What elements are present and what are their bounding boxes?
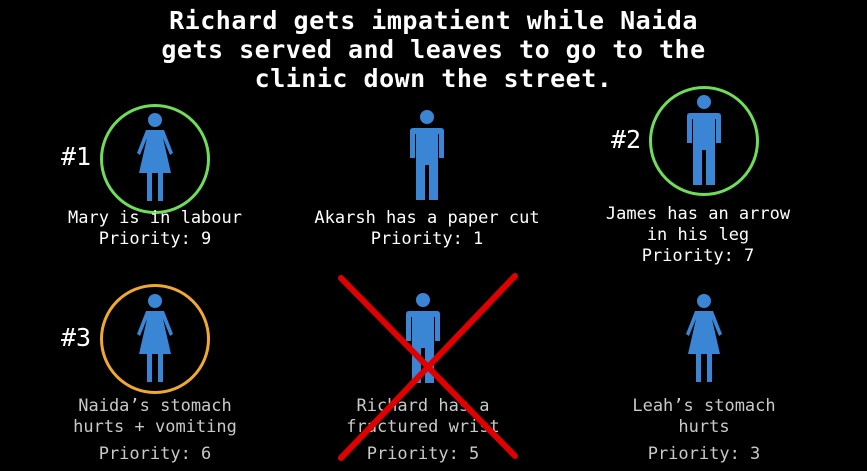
- patient-priority: Priority: 3: [647, 444, 761, 464]
- headline-line-1: Richard gets impatient while Naida: [169, 6, 698, 35]
- patient-label: Akarsh has a paper cut Priority: 1: [296, 208, 558, 250]
- patient-condition: Naida’s stomach: [78, 396, 232, 416]
- patient-priority: Priority: 9: [98, 229, 212, 249]
- patient-condition-cont: in his leg: [646, 225, 750, 245]
- patient-condition: James has an arrow: [605, 204, 791, 224]
- headline-line-2: gets served and leaves to go to the: [161, 35, 706, 64]
- female-person-icon: [135, 113, 175, 203]
- patient-label: Naida’s stomach hurts + vomiting Priorit…: [40, 396, 270, 465]
- male-person-icon: [686, 95, 722, 187]
- patient-label: James has an arrow in his leg Priority: …: [583, 204, 813, 267]
- headline: Richard gets impatient while Naida gets …: [0, 6, 867, 93]
- male-person-icon: [409, 110, 445, 202]
- patient-label: Leah’s stomach hurts Priority: 3: [589, 396, 819, 465]
- green-ring: [100, 104, 210, 214]
- patient-condition: Leah’s stomach: [632, 396, 776, 416]
- patient-condition-cont: hurts: [678, 417, 730, 437]
- headline-line-3: clinic down the street.: [254, 64, 613, 93]
- patient-priority: Priority: 6: [98, 444, 212, 464]
- patient-priority: Priority: 1: [370, 229, 484, 249]
- red-cross-mark: [338, 273, 518, 461]
- patient-priority: Priority: 7: [641, 246, 755, 266]
- patient-condition: Akarsh has a paper cut: [314, 208, 540, 228]
- female-person-icon: [135, 294, 175, 384]
- rank-label: #2: [611, 125, 642, 154]
- green-ring: [649, 86, 759, 196]
- orange-ring: [100, 284, 210, 394]
- patient-condition-cont: hurts + vomiting: [73, 417, 237, 437]
- patient-label: Mary is in labour Priority: 9: [40, 208, 270, 250]
- patient-condition-cont: fractured wrist: [346, 417, 500, 437]
- rank-label: #1: [61, 142, 92, 171]
- patient-priority: Priority: 5: [366, 444, 480, 464]
- rank-label: #3: [61, 323, 92, 352]
- patient-condition: Mary is in labour: [68, 208, 242, 228]
- female-person-icon: [684, 294, 724, 384]
